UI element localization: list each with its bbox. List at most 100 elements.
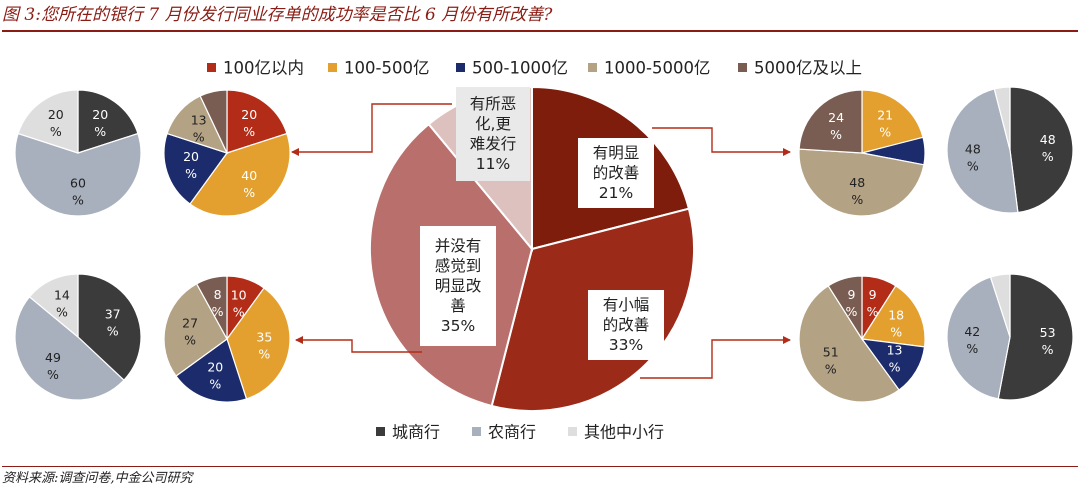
- pie-slice: [163, 282, 228, 377]
- legend-swatch: [472, 427, 481, 436]
- data-label: 48: [1040, 132, 1056, 147]
- pie-slice: [860, 284, 926, 348]
- slice-value-label: 11%: [476, 155, 510, 173]
- pie-slice: [14, 132, 142, 217]
- pie-slice: [77, 273, 142, 381]
- slice-name-label: 有明显: [593, 144, 640, 162]
- data-label: 51: [823, 345, 839, 360]
- slice-name-label: 有小幅: [603, 296, 650, 314]
- legend-label: 500-1000亿: [472, 59, 568, 78]
- slice-value-label: 33%: [609, 336, 643, 354]
- legend-label: 其他中小行: [584, 423, 664, 442]
- legend-swatch: [207, 63, 216, 72]
- pie-clear-by-type: 48% 48%: [946, 86, 1074, 214]
- pie-nochange-by-type: 37% 49% 14%: [14, 273, 142, 401]
- data-label: %: [1042, 342, 1054, 357]
- data-label: %: [867, 304, 879, 319]
- data-label: 13: [191, 113, 207, 128]
- legend-item: 100-500亿: [328, 59, 429, 78]
- data-label: 9: [869, 287, 877, 302]
- data-label: %: [212, 304, 224, 319]
- data-label: 9: [847, 287, 855, 302]
- legend-item: 1000-5000亿: [588, 59, 710, 78]
- pie-slice: [989, 273, 1011, 338]
- data-label: 40: [241, 168, 257, 183]
- data-label: 13: [887, 343, 903, 358]
- slice-name-label: 感觉到: [435, 257, 482, 275]
- data-label: %: [966, 341, 978, 356]
- data-label: 49: [45, 350, 61, 365]
- data-label: %: [184, 332, 196, 347]
- pie-slice: [946, 88, 1019, 214]
- data-label: %: [185, 166, 197, 181]
- data-label: %: [209, 376, 221, 391]
- connector-arrow-clear: [652, 127, 791, 156]
- figure-title: 图 3:您所在的银行 7 月份发行同业存单的成功率是否比 6 月份有所改善?: [2, 2, 1078, 32]
- data-label: 27: [182, 315, 198, 330]
- legend-item: 城商行: [376, 423, 440, 442]
- data-label: 20: [207, 359, 223, 374]
- pie-slice: [827, 275, 863, 342]
- data-label: 24: [828, 110, 844, 125]
- pie-nochange-by-size: 10% 35% 20% 27% 8%: [163, 275, 291, 403]
- data-label: 14: [54, 287, 70, 302]
- legend-type: 城商行 农商行 其他中小行: [376, 423, 664, 442]
- slice-value-label: 35%: [441, 317, 475, 335]
- data-label: %: [233, 305, 245, 320]
- slice-name-label: 的改善: [593, 164, 640, 182]
- label-box: [588, 290, 664, 360]
- legend-label: 100亿以内: [223, 59, 304, 78]
- data-label: 10: [231, 288, 247, 303]
- data-label: %: [830, 127, 842, 142]
- legend-item: 100亿以内: [207, 59, 304, 78]
- pie-slice: [226, 287, 291, 400]
- pie-slice: [798, 148, 925, 217]
- legend-swatch: [456, 63, 465, 72]
- data-label: %: [258, 346, 270, 361]
- legend-item: 其他中小行: [568, 423, 664, 442]
- legend-label: 城商行: [392, 423, 440, 442]
- data-label: %: [72, 192, 84, 207]
- legend-label: 100-500亿: [344, 59, 429, 78]
- data-label: 53: [1040, 325, 1056, 340]
- data-label: %: [846, 304, 858, 319]
- data-label: 20: [183, 149, 199, 164]
- pie-slice: [993, 86, 1011, 151]
- pie-main: 有明显的改善21%有小幅的改善33%并没有感觉到明显改善35%有所恶化,更难发行…: [369, 85, 695, 412]
- data-label: %: [825, 362, 837, 377]
- pie-slice: [175, 338, 248, 403]
- data-label: %: [851, 192, 863, 207]
- pie-worse-by-size: 20% 40% 20% 13%: [163, 89, 291, 217]
- data-label: %: [47, 367, 59, 382]
- legend-swatch: [376, 427, 385, 436]
- data-label: 20: [48, 107, 64, 122]
- data-label: 42: [964, 324, 980, 339]
- slice-value-label: 21%: [599, 184, 633, 202]
- legend-item: 农商行: [472, 423, 536, 442]
- data-label: 60: [70, 175, 86, 190]
- pie-slice: [77, 89, 139, 154]
- source-note: 资料来源:调查问卷,中金公司研究: [2, 466, 1078, 493]
- legend-item: 5000亿及以上: [738, 59, 862, 78]
- pie-slice: [226, 89, 288, 154]
- slice-name-label: 并没有: [435, 237, 482, 255]
- pie-slice: [189, 132, 291, 217]
- slice-name-label: 难发行: [470, 135, 517, 153]
- pie-slice: [798, 89, 863, 154]
- data-label: 37: [105, 306, 121, 321]
- slice-name-label: 明显改: [435, 277, 482, 295]
- slice-name-label: 善: [450, 297, 466, 315]
- legend-swatch: [588, 63, 597, 72]
- pie-slight-by-type: 53% 42%: [946, 273, 1074, 401]
- data-label: %: [889, 360, 901, 375]
- pie-slice: [163, 132, 228, 205]
- data-label: 18: [888, 307, 904, 322]
- data-label: %: [50, 124, 62, 139]
- label-box: [420, 226, 496, 346]
- connector-arrow-nochange: [295, 336, 422, 353]
